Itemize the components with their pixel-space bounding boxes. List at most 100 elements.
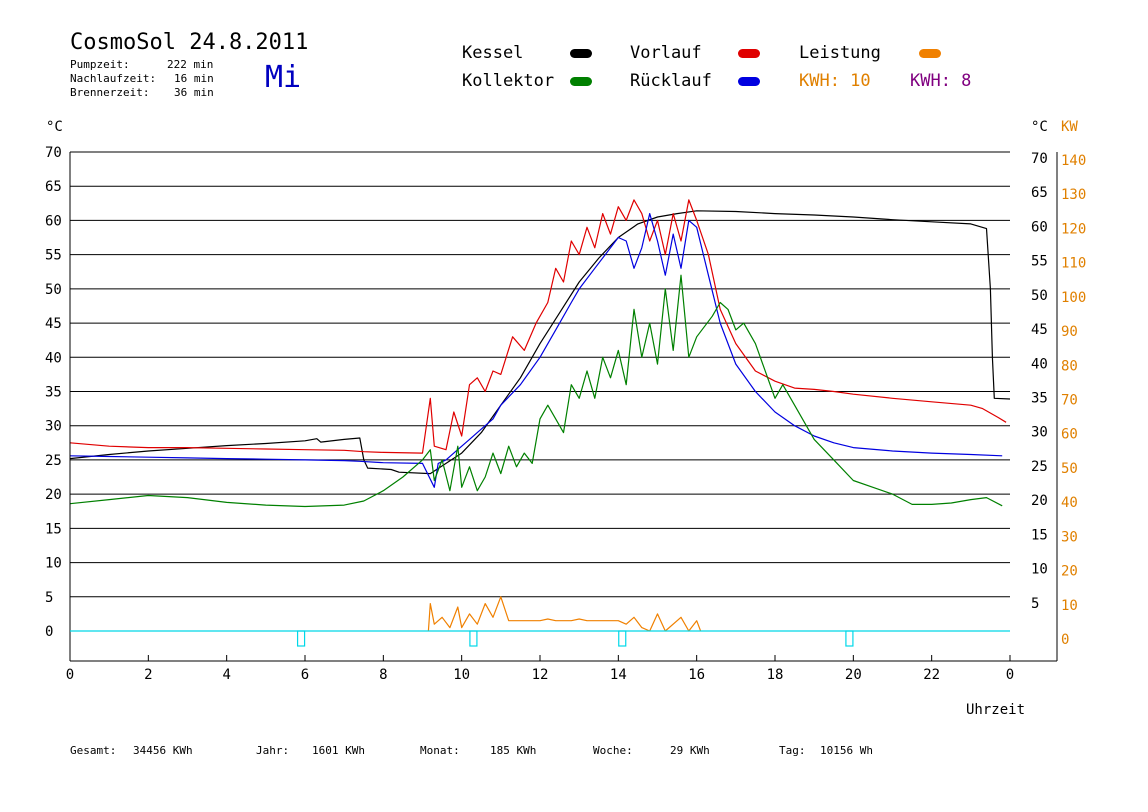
footer-gesamt-value: 34456 KWh: [133, 744, 193, 757]
x-tick-label: 14: [610, 667, 627, 683]
y-tick-label-right: 35: [1031, 391, 1048, 407]
footer-jahr-label: Jahr:: [256, 744, 290, 757]
legend-swatch-ruecklauf: [738, 77, 760, 86]
y-tick-label-right: 60: [1031, 219, 1048, 235]
power-tick-label: 10: [1061, 598, 1078, 614]
heating-marker: [469, 630, 478, 647]
grid-lines: [70, 151, 1010, 598]
y-tick-label-left: 10: [45, 556, 62, 572]
y-tick-label-left: 0: [45, 624, 53, 640]
y-tick-label-right: 65: [1031, 185, 1048, 201]
series-line-leistung: [427, 596, 702, 632]
legend-label-kessel: Kessel: [462, 43, 524, 63]
x-axis-label: Uhrzeit: [966, 702, 1026, 718]
y-tick-label-right: 40: [1031, 356, 1048, 372]
x-tick-label: 0: [66, 667, 74, 683]
y-tick-label-right: 55: [1031, 254, 1048, 270]
y-tick-label-right: 45: [1031, 322, 1048, 338]
weekday-label: Mi: [265, 60, 302, 95]
legend-kwh-1: KWH: 10: [799, 71, 871, 91]
y-tick-label-left: 5: [45, 590, 53, 606]
series-line-rcklauf: [69, 213, 1003, 488]
y-axis-left-unit: °C: [46, 119, 63, 135]
power-tick-label: 60: [1061, 427, 1078, 443]
power-tick-label: 40: [1061, 495, 1078, 511]
series-line-kollektor: [69, 274, 1003, 508]
x-tick-label: 22: [923, 667, 940, 683]
y-tick-label-right: 15: [1031, 527, 1048, 543]
y-tick-label-right: 70: [1031, 151, 1048, 167]
power-tick-label: 30: [1061, 529, 1078, 545]
y-tick-label-left: 30: [45, 419, 62, 435]
heating-markers: [296, 630, 854, 647]
chart-title: CosmoSol 24.8.2011: [70, 30, 309, 55]
x-tick-label: 0: [1006, 667, 1014, 683]
legend-swatch-vorlauf: [738, 49, 760, 58]
y-tick-label-right: 5: [1031, 596, 1039, 612]
y-tick-label-right: 25: [1031, 459, 1048, 475]
legend-label-leistung: Leistung: [799, 43, 881, 63]
y-tick-label-left: 70: [45, 145, 62, 161]
y-tick-label-left: 45: [45, 316, 62, 332]
y-tick-label-left: 65: [45, 179, 62, 195]
y-tick-label-right: 10: [1031, 562, 1048, 578]
y-tick-label-left: 15: [45, 521, 62, 537]
stat-nachlaufzeit-label: Nachlaufzeit:: [70, 72, 157, 85]
footer-woche-value: 29 KWh: [670, 744, 710, 757]
stat-nachlaufzeit-value: 16 min: [174, 72, 214, 85]
x-tick-label: 8: [379, 667, 387, 683]
y-tick-label-left: 50: [45, 282, 62, 298]
legend-swatch-kollektor: [570, 77, 592, 86]
power-tick-label: 0: [1061, 632, 1069, 648]
footer-woche-label: Woche:: [593, 744, 633, 757]
x-tick-label: 20: [845, 667, 862, 683]
stat-brennerzeit-label: Brennerzeit:: [70, 86, 150, 99]
footer-gesamt-label: Gesamt:: [70, 744, 117, 757]
axes: 0510152025303540455055606570510152025303…: [45, 145, 1086, 683]
legend-label-ruecklauf: Rücklauf: [630, 71, 712, 91]
series-line-vorlauf: [69, 199, 1007, 454]
y-tick-label-left: 25: [45, 453, 62, 469]
y-tick-label-left: 60: [45, 213, 62, 229]
power-tick-label: 90: [1061, 324, 1078, 340]
power-tick-label: 70: [1061, 393, 1078, 409]
y-axis-right-unit: °C: [1031, 119, 1048, 135]
power-tick-label: 50: [1061, 461, 1078, 477]
legend-kwh-2: KWH: 8: [910, 71, 972, 91]
footer-tag-value: 10156 Wh: [820, 744, 873, 757]
y-tick-label-right: 50: [1031, 288, 1048, 304]
heating-marker: [618, 630, 627, 647]
x-tick-label: 10: [453, 667, 470, 683]
power-tick-label: 140: [1061, 153, 1086, 169]
series-layer: [69, 199, 1011, 632]
footer-tag-label: Tag:: [779, 744, 806, 757]
footer-monat-label: Monat:: [420, 744, 460, 757]
heating-marker: [845, 630, 854, 647]
power-tick-label: 80: [1061, 358, 1078, 374]
y-tick-label-left: 40: [45, 350, 62, 366]
power-tick-label: 110: [1061, 256, 1086, 272]
x-tick-label: 18: [767, 667, 784, 683]
power-tick-label: 120: [1061, 221, 1086, 237]
legend-swatch-kessel: [570, 49, 592, 58]
stat-pumpzeit-value: 222 min: [167, 58, 214, 71]
x-tick-label: 12: [532, 667, 549, 683]
power-tick-label: 130: [1061, 187, 1086, 203]
stat-brennerzeit-value: 36 min: [174, 86, 214, 99]
y-tick-label-left: 35: [45, 385, 62, 401]
y-tick-label-right: 30: [1031, 425, 1048, 441]
series-line-kessel: [69, 210, 1011, 475]
legend-label-vorlauf: Vorlauf: [630, 43, 702, 63]
stat-pumpzeit-label: Pumpzeit:: [70, 58, 130, 71]
footer-jahr-value: 1601 KWh: [312, 744, 365, 757]
y-tick-label-left: 55: [45, 248, 62, 264]
power-tick-label: 20: [1061, 564, 1078, 580]
x-tick-label: 2: [144, 667, 152, 683]
footer-monat-value: 185 KWh: [490, 744, 537, 757]
y-tick-label-right: 20: [1031, 493, 1048, 509]
x-tick-label: 16: [688, 667, 705, 683]
x-tick-label: 4: [222, 667, 230, 683]
heating-marker: [296, 630, 306, 647]
power-tick-label: 100: [1061, 290, 1086, 306]
